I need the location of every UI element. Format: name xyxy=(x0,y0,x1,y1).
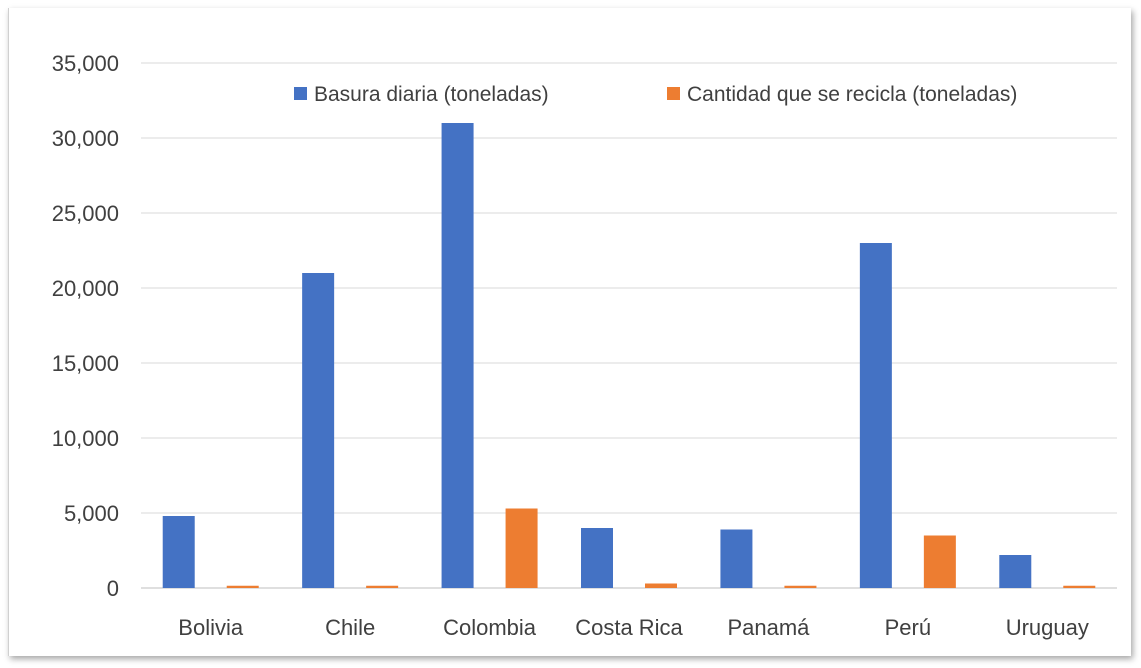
y-tick-label: 20,000 xyxy=(52,276,119,301)
x-tick-label: Panamá xyxy=(727,615,810,640)
x-tick-label: Bolivia xyxy=(178,615,244,640)
legend-swatch-1 xyxy=(667,87,680,100)
x-tick-label: Colombia xyxy=(443,615,537,640)
bar-recicla-2 xyxy=(505,508,538,588)
bar-basura-0 xyxy=(162,516,195,588)
y-tick-label: 5,000 xyxy=(64,501,119,526)
bars xyxy=(162,123,1096,588)
bar-recicla-5 xyxy=(923,535,956,588)
bar-basura-5 xyxy=(859,243,892,588)
bar-recicla-6 xyxy=(1063,585,1096,588)
bar-basura-6 xyxy=(999,555,1032,588)
y-tick-label: 30,000 xyxy=(52,126,119,151)
bar-basura-3 xyxy=(581,528,613,588)
legend-label-0: Basura diaria (toneladas) xyxy=(314,83,549,106)
bar-basura-1 xyxy=(302,273,335,588)
bar-basura-2 xyxy=(441,123,474,588)
gridlines xyxy=(141,62,1117,589)
bar-recicla-3 xyxy=(645,583,677,588)
y-axis-ticks: 0 5,000 10,000 15,000 20,000 25,000 30,000 35,0… xyxy=(52,51,119,601)
y-tick-label: 0 xyxy=(107,576,119,601)
x-axis-ticks: Bolivia Chile Colombia Costa Rica Panamá Perú… xyxy=(178,615,1089,640)
bar-chart: 0 5,000 10,000 15,000 20,000 25,000 30,000 35,0… xyxy=(52,51,1117,640)
legend: Basura diaria (toneladas) Cantidad que se… xyxy=(294,83,1017,106)
bar-recicla-1 xyxy=(366,585,399,588)
x-tick-label: Perú xyxy=(885,615,931,640)
bar-basura-4 xyxy=(720,529,753,588)
bar-recicla-4 xyxy=(784,585,817,588)
y-tick-label: 35,000 xyxy=(52,51,119,76)
x-tick-label: Costa Rica xyxy=(575,615,683,640)
bar-recicla-0 xyxy=(226,585,259,588)
x-tick-label: Chile xyxy=(325,615,375,640)
legend-label-1: Cantidad que se recicla (toneladas) xyxy=(687,83,1017,106)
x-tick-label: Uruguay xyxy=(1006,615,1089,640)
y-tick-label: 10,000 xyxy=(52,426,119,451)
legend-swatch-0 xyxy=(294,87,307,100)
y-tick-label: 15,000 xyxy=(52,351,119,376)
y-tick-label: 25,000 xyxy=(52,201,119,226)
chart-frame: 0 5,000 10,000 15,000 20,000 25,000 30,000 35,0… xyxy=(8,8,1131,656)
